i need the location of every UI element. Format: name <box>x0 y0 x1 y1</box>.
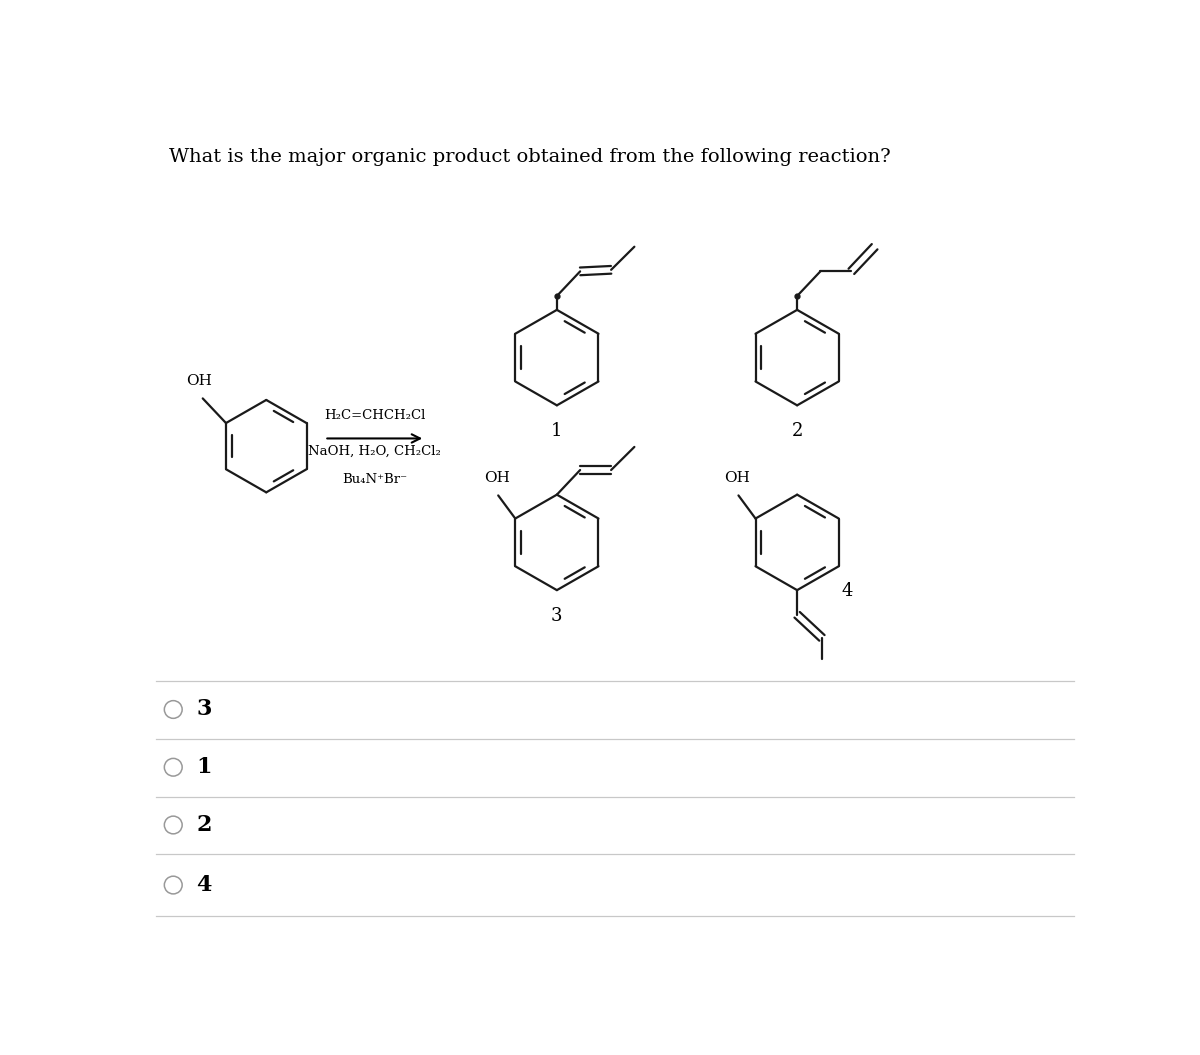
Text: OH: OH <box>484 472 510 485</box>
Circle shape <box>164 701 182 718</box>
Text: 1: 1 <box>551 422 563 440</box>
Text: What is the major organic product obtained from the following reaction?: What is the major organic product obtain… <box>169 149 892 167</box>
Text: 4: 4 <box>197 874 212 896</box>
Text: 1: 1 <box>197 756 212 779</box>
Text: 4: 4 <box>842 582 853 600</box>
Text: OH: OH <box>724 472 750 485</box>
Circle shape <box>164 877 182 894</box>
Text: H₂C=CHCH₂Cl: H₂C=CHCH₂Cl <box>324 408 426 422</box>
Circle shape <box>164 817 182 833</box>
Text: NaOH, H₂O, CH₂Cl₂: NaOH, H₂O, CH₂Cl₂ <box>308 444 442 458</box>
Text: 3: 3 <box>551 607 563 625</box>
Text: 2: 2 <box>197 814 212 836</box>
Text: 2: 2 <box>792 422 803 440</box>
Text: 3: 3 <box>197 698 212 721</box>
Text: Bu₄N⁺Br⁻: Bu₄N⁺Br⁻ <box>342 473 407 486</box>
Circle shape <box>164 759 182 776</box>
Text: OH: OH <box>186 373 211 387</box>
